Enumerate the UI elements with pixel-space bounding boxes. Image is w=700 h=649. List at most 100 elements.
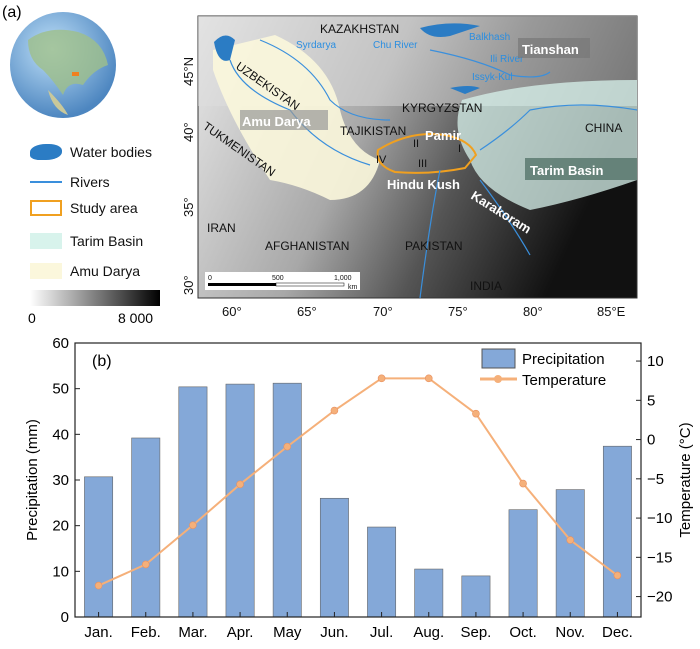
svg-text:0: 0 bbox=[208, 275, 212, 282]
temperature-point bbox=[330, 406, 339, 415]
svg-text:1,000: 1,000 bbox=[334, 275, 352, 282]
label-iran: IRAN bbox=[207, 221, 236, 235]
elevation-colorbar bbox=[30, 290, 160, 306]
x-tick-label: Jan. bbox=[84, 624, 112, 641]
y-tick-label: 20 bbox=[52, 518, 69, 535]
svg-text:85°E: 85°E bbox=[597, 304, 626, 319]
elevation-max: 8 000 bbox=[118, 310, 154, 326]
y-tick-label: 30 bbox=[52, 472, 69, 489]
lon-ticks: 60° 65° 70° 75° 80° 85°E bbox=[222, 304, 626, 319]
label-region-iii: III bbox=[418, 158, 427, 170]
lat-ticks: 45°N 40° 35° 30° bbox=[181, 57, 196, 295]
globe-inset bbox=[10, 12, 116, 118]
amu-swatch bbox=[30, 263, 62, 279]
label-kazakhstan: KAZAKHSTAN bbox=[320, 22, 399, 36]
precip-bar bbox=[555, 489, 585, 618]
label-region-iv: IV bbox=[376, 154, 387, 166]
temperature-line bbox=[98, 377, 619, 587]
label-tianshan: Tianshan bbox=[522, 42, 579, 57]
precip-bar bbox=[131, 437, 161, 618]
y2-tick-label: −15 bbox=[647, 549, 672, 566]
precip-bar bbox=[508, 509, 538, 618]
map: KAZAKHSTAN UZBEKISTAN TUKMENISTAN TAJIKI… bbox=[181, 15, 638, 319]
svg-text:30°: 30° bbox=[181, 275, 196, 295]
legend-tarim-basin: Tarim Basin bbox=[30, 233, 143, 249]
panel-a-label: (a) bbox=[2, 4, 22, 21]
label-tarim-basin: Tarim Basin bbox=[530, 163, 604, 178]
y-tick-label: 10 bbox=[52, 563, 69, 580]
tarim-swatch bbox=[30, 233, 62, 249]
temperature-point bbox=[141, 560, 150, 569]
svg-text:km: km bbox=[348, 284, 358, 291]
label-balkhash: Balkhash bbox=[469, 32, 510, 43]
river-icon bbox=[30, 181, 62, 183]
x-tick-label: Oct. bbox=[509, 624, 537, 641]
temperature-point bbox=[283, 442, 292, 451]
study-area-outline bbox=[376, 133, 478, 174]
precip-bar bbox=[84, 476, 114, 618]
label-amu-darya: Amu Darya bbox=[242, 114, 311, 129]
svg-text:65°: 65° bbox=[297, 304, 317, 319]
temperature-point bbox=[519, 479, 527, 488]
legend-precipitation: Precipitation bbox=[522, 351, 605, 368]
y-axis-label: Precipitation (mm) bbox=[24, 419, 41, 541]
precip-bar bbox=[461, 575, 491, 618]
y2-tick-label: 10 bbox=[647, 353, 664, 370]
label-pamir: Pamir bbox=[425, 128, 461, 143]
label-india: INDIA bbox=[470, 279, 502, 293]
svg-text:500: 500 bbox=[272, 275, 284, 282]
legend-amu-darya: Amu Darya bbox=[30, 263, 140, 279]
study-area-icon bbox=[30, 200, 62, 216]
precip-bar bbox=[319, 497, 349, 618]
temperature-point bbox=[236, 480, 244, 489]
x-tick-label: Aug. bbox=[413, 624, 444, 641]
label-syrdarya: Syrdarya bbox=[296, 40, 336, 51]
label-chu-river: Chu River bbox=[373, 40, 418, 51]
x-tick-label: Apr. bbox=[227, 624, 254, 641]
y2-tick-label: −5 bbox=[647, 471, 664, 488]
x-tick-label: Dec. bbox=[602, 624, 633, 641]
svg-text:80°: 80° bbox=[523, 304, 543, 319]
y-tick-label: 0 bbox=[61, 609, 69, 626]
legend-precip-swatch bbox=[481, 348, 516, 369]
precip-bar bbox=[272, 382, 302, 618]
label-region-i: I bbox=[458, 143, 461, 155]
temperature-point bbox=[189, 521, 197, 529]
temperature-point bbox=[613, 571, 622, 580]
legend-rivers: Rivers bbox=[30, 174, 110, 190]
label-issyk-kul: Issyk-Kul bbox=[472, 72, 513, 83]
svg-text:70°: 70° bbox=[373, 304, 393, 319]
svg-text:35°: 35° bbox=[181, 197, 196, 217]
temperature-point bbox=[94, 581, 103, 590]
x-tick-label: Mar. bbox=[178, 624, 207, 641]
climate-chart: (b) Precipitation (mm) Temperature (°C) … bbox=[24, 335, 694, 641]
elevation-min: 0 bbox=[28, 310, 36, 326]
svg-text:75°: 75° bbox=[448, 304, 468, 319]
precip-bar bbox=[414, 568, 444, 618]
water-bodies bbox=[214, 23, 480, 94]
y2-tick-label: 0 bbox=[647, 432, 655, 449]
label-region-ii: II bbox=[413, 138, 419, 150]
water-body-icon bbox=[30, 144, 62, 160]
precip-bar bbox=[367, 526, 397, 618]
x-tick-label: May bbox=[273, 624, 302, 641]
svg-text:45°N: 45°N bbox=[181, 57, 196, 86]
precip-bar bbox=[225, 383, 255, 618]
y2-tick-label: −10 bbox=[647, 510, 672, 527]
temperature-point bbox=[472, 409, 480, 418]
svg-text:60°: 60° bbox=[222, 304, 242, 319]
label-ili-river: Ili River bbox=[490, 54, 524, 65]
label-tajikistan: TAJIKISTAN bbox=[340, 124, 406, 138]
x-tick-label: Jul. bbox=[370, 624, 393, 641]
y2-tick-label: 5 bbox=[647, 392, 655, 409]
x-tick-label: Jun. bbox=[320, 624, 348, 641]
legend-temperature: Temperature bbox=[522, 372, 606, 389]
legend-study-area: Study area bbox=[30, 200, 138, 216]
legend-water-bodies: Water bodies bbox=[30, 144, 152, 160]
label-kyrgyzstan: KYRGYZSTAN bbox=[402, 101, 482, 115]
label-pakistan: PAKISTAN bbox=[405, 239, 463, 253]
x-tick-label: Nov. bbox=[555, 624, 585, 641]
legend-temp-marker bbox=[494, 375, 502, 383]
legend: Precipitation Temperature bbox=[480, 348, 606, 389]
y2-tick-label: −20 bbox=[647, 589, 672, 606]
